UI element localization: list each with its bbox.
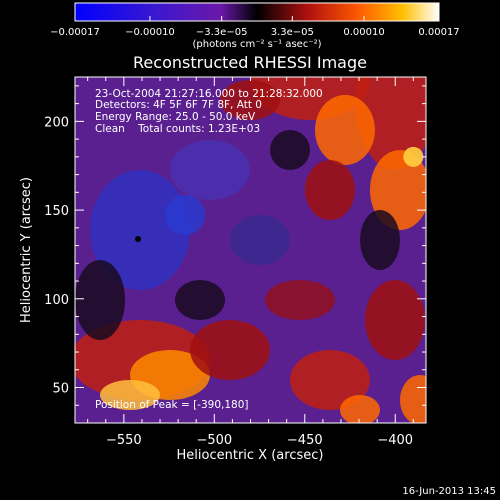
annotation-peak: Position of Peak = [-390,180]: [95, 399, 249, 411]
intensity-blob: [75, 260, 125, 340]
intensity-blob: [340, 395, 380, 423]
intensity-blob: [270, 130, 310, 170]
x-axis-label: Heliocentric X (arcsec): [177, 448, 324, 463]
y-tick-label: 100: [44, 293, 69, 308]
annotations: 23-Oct-2004 21:27:16.000 to 21:28:32.000…: [95, 88, 323, 411]
y-axis: 50 100 150 200: [44, 85, 426, 406]
intensity-blob: [360, 210, 400, 270]
colorbar-tick-label: −3.3e−05: [196, 27, 248, 38]
y-tick-label: 200: [44, 115, 69, 130]
intensity-blob: [100, 380, 160, 410]
colorbar-tick-label: 0.00017: [418, 27, 459, 38]
intensity-blob: [305, 160, 355, 220]
x-tick-label: −500: [196, 433, 232, 448]
intensity-blob: [90, 170, 190, 290]
heatmap-blobs: [75, 77, 426, 423]
minimum-marker: [135, 236, 141, 242]
colorbar-gradient: [75, 3, 439, 21]
colorbar-frame: [74, 2, 440, 22]
timestamp: 16-Jun-2013 13:45: [402, 486, 496, 497]
colorbar-tick-label: 0.00010: [343, 27, 384, 38]
intensity-blob: [290, 350, 370, 410]
peak-marker: [403, 146, 424, 167]
intensity-blob: [190, 320, 270, 380]
x-tick-label: −400: [377, 433, 413, 448]
colorbar-unit-label: (photons cm⁻² s⁻¹ asec⁻²): [192, 39, 321, 50]
colorbar-tick-label: −0.00010: [125, 27, 175, 38]
y-axis-label: Heliocentric Y (arcsec): [19, 177, 34, 323]
annotation-energy: Energy Range: 25.0 - 50.0 keV: [95, 111, 256, 123]
x-tick-label: −550: [106, 433, 142, 448]
y-tick-label: 150: [44, 204, 69, 219]
intensity-blob: [265, 280, 335, 320]
intensity-blob: [220, 80, 280, 120]
annotation-detectors: Detectors: 4F 5F 6F 7F 8F, Att 0: [95, 99, 262, 111]
x-axis: −550 −500 −450 −400: [87, 77, 414, 448]
colorbar-tick-label: 3.3e−05: [271, 27, 314, 38]
colorbar-tick-label: −0.00017: [50, 27, 100, 38]
intensity-blob: [400, 375, 426, 423]
intensity-blob: [175, 280, 225, 320]
y-tick-label: 50: [52, 382, 69, 397]
intensity-blob: [370, 150, 426, 230]
annotation-time-range: 23-Oct-2004 21:27:16.000 to 21:28:32.000: [95, 88, 323, 100]
intensity-blob: [165, 195, 205, 235]
annotation-clean: Clean Total counts: 1.23E+03: [95, 123, 260, 135]
intensity-blob: [355, 77, 426, 170]
intensity-blob: [365, 280, 425, 360]
intensity-blob: [315, 95, 375, 165]
intensity-blob: [230, 215, 290, 265]
colorbar-ticks: −0.00017 −0.00010 −3.3e−05 3.3e−05 0.00010 0.…: [50, 16, 460, 38]
x-tick-label: −450: [287, 433, 323, 448]
intensity-blob: [170, 140, 250, 200]
heatmap-image: [75, 77, 426, 423]
colorbar: −0.00017 −0.00010 −3.3e−05 3.3e−05 0.00010 0.…: [50, 2, 460, 50]
chart-title: Reconstructed RHESSI Image: [133, 53, 367, 72]
